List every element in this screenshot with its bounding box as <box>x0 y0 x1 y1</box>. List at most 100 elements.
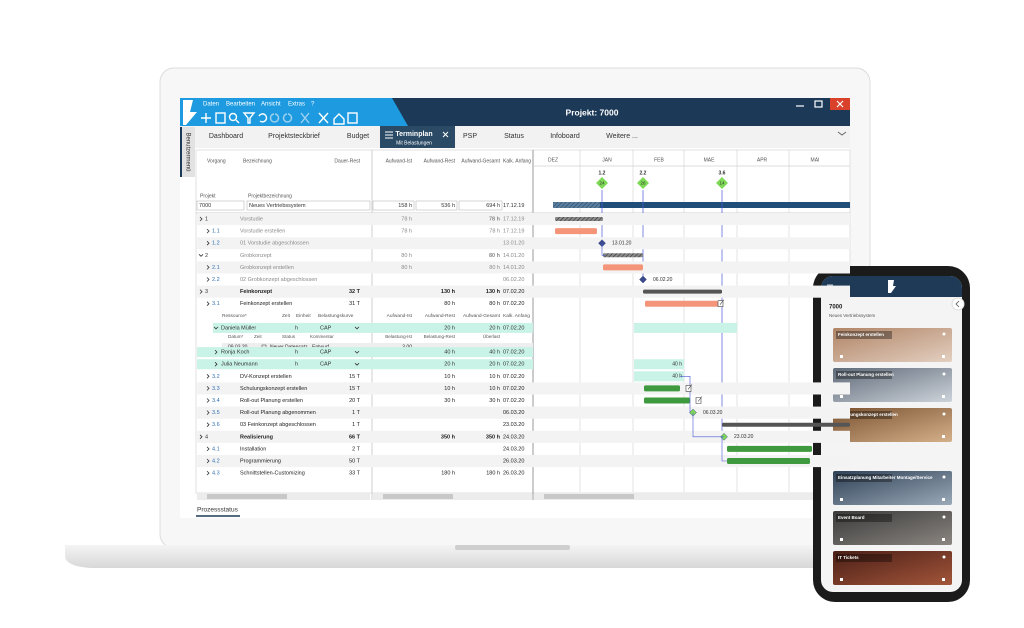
task-id: 2.2 <box>212 277 220 283</box>
phone-back[interactable] <box>951 297 965 311</box>
detail-header: Zeit <box>254 334 262 339</box>
phone-card[interactable]: Event Board <box>833 511 952 545</box>
detail-row <box>222 343 533 351</box>
expand-toggle <box>206 374 210 379</box>
load-highlight <box>634 371 684 382</box>
milestone-day: 24 <box>599 181 605 186</box>
milestone-diamond <box>637 177 649 189</box>
card-dot <box>942 332 946 336</box>
resource-curve: CAP <box>320 350 332 356</box>
resource-name: Daniela Müller <box>221 325 256 331</box>
app-logo <box>183 100 197 125</box>
duration: 31 T <box>349 301 361 307</box>
phone-card[interactable]: IT Tickets <box>833 551 952 585</box>
phone-card[interactable]: Schulungskonzept erstellen <box>833 408 952 442</box>
tab-close[interactable] <box>442 131 449 138</box>
tab[interactable]: Budget <box>347 133 369 140</box>
task-id: 3 <box>205 289 208 295</box>
task-id: 3.6 <box>212 422 220 428</box>
gantt-bar <box>603 264 643 271</box>
effort-actual: 80 h <box>401 253 412 259</box>
resource-header: Aufwand-Rest <box>425 313 456 319</box>
expand-toggle <box>206 458 210 464</box>
milestone-date: 13.01.20 <box>612 241 632 247</box>
card-dot <box>942 555 946 559</box>
expand-toggle <box>206 398 210 403</box>
tab[interactable]: Projektsteckbrief <box>268 133 320 140</box>
effort-remaining: 350 h <box>441 434 456 440</box>
card-label: Event Board <box>838 515 865 520</box>
task-name: Vorstudie <box>240 216 263 222</box>
expand-toggle <box>206 277 210 282</box>
gantt-bar <box>555 228 597 235</box>
resource-header: Zeit <box>282 313 291 319</box>
card-label-bg <box>836 411 892 419</box>
menu-item[interactable]: Extras <box>288 102 305 108</box>
task-name: 01 Vorstudie abgeschlossen <box>240 241 309 247</box>
laptop-notch <box>455 545 570 550</box>
tab[interactable]: Weitere ... <box>606 133 638 140</box>
month-label: APR <box>757 157 768 163</box>
menu-item[interactable]: Daten <box>203 102 219 108</box>
tab[interactable]: Status <box>504 133 524 140</box>
phone-card[interactable]: Einsatzplanung Mitarbeiter Montage/Servi… <box>833 471 952 505</box>
detail-header: Belastung-Rest <box>424 334 456 339</box>
load-highlight <box>634 322 737 333</box>
milestone-label: 2.2 <box>640 170 647 176</box>
card-label-bg <box>836 514 892 522</box>
task-name: Roll-out Planung abgenommen <box>240 410 316 416</box>
task-id: 3.2 <box>212 374 220 380</box>
milestone-marker <box>639 275 647 284</box>
tab-overflow[interactable] <box>837 131 847 136</box>
effort-total: 80 h <box>489 253 501 259</box>
task-id: 2 <box>205 253 208 259</box>
task-id: 1.2 <box>212 241 220 247</box>
footer-label: Prozessstatus <box>197 507 239 514</box>
effort-actual: 78 h <box>401 229 412 235</box>
card-icon <box>942 578 945 581</box>
menu-item[interactable]: Ansicht <box>261 102 281 108</box>
phone-card[interactable]: Roll-out Planung erstellen <box>833 368 952 402</box>
effort-remaining: 80 h <box>444 301 455 307</box>
project-header: Projekt <box>200 193 216 199</box>
project-cell <box>246 200 371 211</box>
milestone-date: 23.03.20 <box>734 434 754 440</box>
project-cell <box>415 200 458 211</box>
start-date: 07.02.20 <box>503 398 524 404</box>
detail-header: Kommentar <box>310 334 334 339</box>
effort-actual: 78 h <box>401 216 412 222</box>
row-band <box>197 261 850 274</box>
month-label: JAN <box>602 157 612 163</box>
resource-row <box>213 322 533 333</box>
project-value: 158 h <box>398 203 412 209</box>
gantt-bar <box>555 217 603 221</box>
tab[interactable]: Terminplan <box>395 131 432 138</box>
tab[interactable]: Infoboard <box>550 133 580 140</box>
row-band <box>197 430 850 443</box>
duration: 20 T <box>349 398 361 404</box>
card-image <box>833 511 952 545</box>
milestone-day: 26 <box>640 181 646 186</box>
card-icon <box>942 395 945 398</box>
column-header: Aufwand-Rest <box>424 158 456 164</box>
tab[interactable]: PSP <box>463 133 477 140</box>
task-name: Roll-out Planung erstellen <box>240 398 303 404</box>
resource-curve: CAP <box>320 362 332 368</box>
task-id: 3.1 <box>212 301 220 307</box>
card-image <box>833 368 952 402</box>
detail-header: Belastung-Ist <box>385 334 413 339</box>
phone-card[interactable]: Feinkonzept erstellen <box>833 328 952 362</box>
task-name: Feinkonzept <box>240 289 272 295</box>
menu-item[interactable]: Bearbeiten <box>226 102 255 108</box>
window-title: Projekt: 7000 <box>566 107 619 117</box>
tab[interactable]: Dashboard <box>209 133 243 140</box>
side-tab[interactable] <box>181 127 195 177</box>
expand-toggle <box>213 326 219 330</box>
dependency <box>680 376 727 462</box>
menu-item[interactable]: ? <box>311 102 315 108</box>
resource-total: 20 h <box>489 362 500 368</box>
resource-total: 20 h <box>489 325 500 331</box>
detail-header: Status <box>282 334 296 339</box>
column-header: Dauer-Rest <box>334 158 360 164</box>
task-id: 4 <box>205 434 208 440</box>
